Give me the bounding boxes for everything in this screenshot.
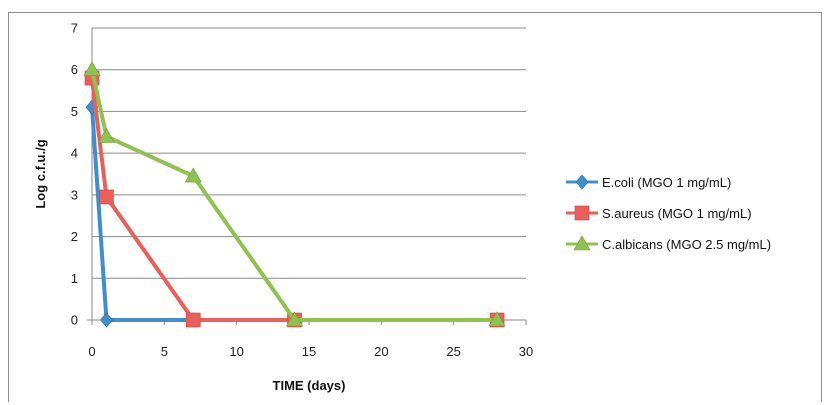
y-tick-label: 2 — [71, 229, 78, 244]
legend-label: S.aureus (MGO 1 mg/mL) — [602, 206, 752, 221]
x-tick-label: 20 — [374, 344, 388, 359]
legend-marker — [573, 235, 591, 251]
data-point-triangle — [83, 61, 101, 77]
data-point-square — [185, 312, 201, 328]
gridlines — [92, 27, 526, 279]
legend-item: C.albicans (MGO 2.5 mg/mL) — [566, 235, 771, 252]
x-tick-label: 25 — [446, 344, 460, 359]
y-tick-label: 7 — [71, 21, 78, 36]
legend-label: E.coli (MGO 1 mg/mL) — [602, 175, 731, 190]
y-tick-label: 5 — [71, 104, 78, 119]
series-line — [90, 107, 498, 322]
axes — [87, 28, 527, 325]
series-1 — [85, 99, 504, 328]
data-point-triangle — [286, 311, 304, 327]
tick-labels: 0 1 2 3 4 5 6 7 0 5 10 15 20 25 30 — [71, 21, 533, 360]
series-2 — [84, 70, 505, 328]
x-tick-label: 0 — [88, 344, 95, 359]
data-point-triangle — [97, 127, 115, 143]
y-axis-title: Log c.f.u./g — [33, 139, 48, 208]
x-tick-label: 10 — [229, 344, 243, 359]
x-tick-label: 15 — [302, 344, 316, 359]
legend-item: S.aureus (MGO 1 mg/mL) — [566, 205, 752, 221]
data-point-diamond — [100, 312, 113, 328]
series-group — [83, 61, 506, 328]
y-tick-label: 3 — [71, 187, 78, 202]
y-tick-label: 6 — [71, 62, 78, 77]
series-line — [90, 77, 498, 322]
data-point-triangle — [184, 167, 202, 183]
legend: E.coli (MGO 1 mg/mL) S.aureus (MGO 1 mg/m… — [566, 174, 771, 252]
data-point-triangle — [488, 311, 506, 327]
y-tick-label: 0 — [71, 313, 78, 328]
y-tick-label: 4 — [71, 146, 78, 161]
y-tick-label: 1 — [71, 271, 78, 286]
x-tick-label: 5 — [161, 344, 168, 359]
chart-frame — [8, 12, 822, 402]
legend-marker — [574, 205, 590, 221]
legend-marker — [575, 174, 589, 190]
x-axis-title: TIME (days) — [273, 378, 346, 393]
x-tick-label: 30 — [519, 344, 533, 359]
data-point-square — [99, 189, 114, 205]
legend-label: C.albicans (MGO 2.5 mg/mL) — [602, 237, 771, 252]
legend-item: E.coli (MGO 1 mg/mL) — [566, 174, 731, 190]
series-3 — [83, 61, 506, 327]
